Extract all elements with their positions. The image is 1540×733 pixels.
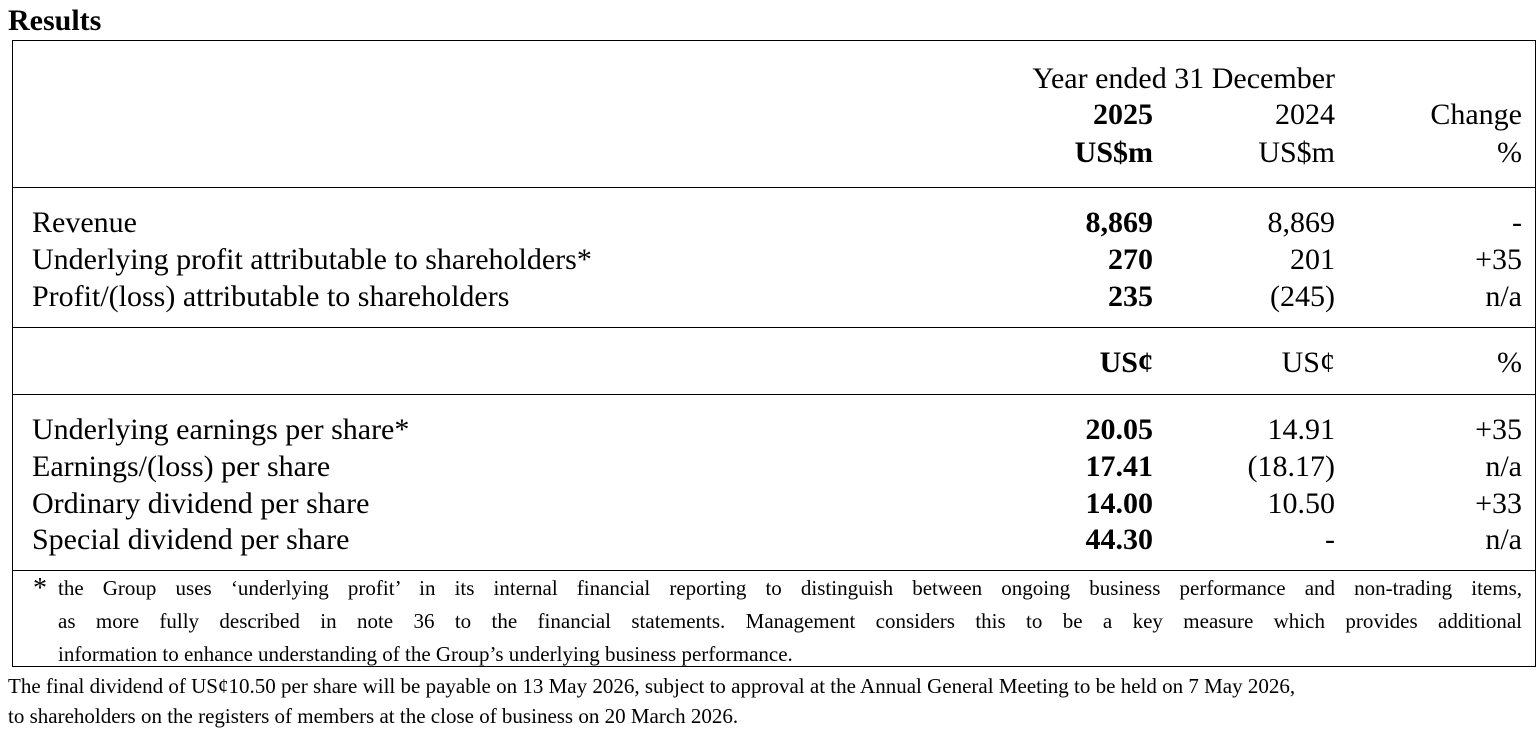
- value-2024: (18.17): [1247, 450, 1335, 483]
- divider: [12, 570, 1536, 571]
- value-2024: (245): [1270, 280, 1335, 313]
- row-label: Ordinary dividend per share: [32, 487, 370, 520]
- value-2024: 14.91: [1267, 413, 1336, 446]
- dividend-note-line: to shareholders on the registers of memb…: [8, 704, 739, 728]
- value-change: +33: [1475, 487, 1522, 520]
- unit-2025: US$m: [1074, 136, 1153, 169]
- value-change: n/a: [1485, 450, 1522, 483]
- value-2025: 14.00: [1085, 487, 1154, 520]
- results-table: [12, 40, 1536, 667]
- value-2025: 235: [1108, 280, 1153, 313]
- row-label: Underlying profit attributable to shareh…: [32, 243, 592, 276]
- unit-change: %: [1497, 136, 1522, 169]
- divider: [12, 187, 1536, 188]
- section-title: Results: [8, 4, 102, 37]
- row-label: Revenue: [32, 206, 137, 239]
- period-heading: Year ended 31 December: [1032, 62, 1335, 95]
- divider: [12, 394, 1536, 395]
- value-change: -: [1512, 206, 1522, 239]
- col-header-2024: 2024: [1275, 98, 1335, 131]
- col-header-2025: 2025: [1093, 98, 1153, 131]
- dividend-note-line: The final dividend of US¢10.50 per share…: [8, 674, 1296, 698]
- value-change: n/a: [1485, 280, 1522, 313]
- value-2025: 44.30: [1085, 523, 1154, 556]
- divider: [12, 327, 1536, 328]
- unit-2025-cents: US¢: [1099, 346, 1153, 379]
- value-2024: 201: [1290, 243, 1335, 276]
- unit-2024: US$m: [1258, 136, 1335, 169]
- unit-change-percent: %: [1497, 346, 1522, 379]
- row-label: Special dividend per share: [32, 523, 350, 556]
- row-label: Earnings/(loss) per share: [32, 450, 331, 483]
- value-2024: 8,869: [1267, 206, 1336, 239]
- value-2024: -: [1325, 523, 1335, 556]
- value-change: +35: [1475, 413, 1522, 446]
- row-label: Profit/(loss) attributable to shareholde…: [32, 280, 510, 313]
- unit-2024-cents: US¢: [1281, 346, 1335, 379]
- row-label: Underlying earnings per share*: [32, 413, 410, 446]
- footnote-line: as more fully described in note 36 to th…: [58, 609, 1522, 633]
- footnote-line: the Group uses ‘underlying profit’ in it…: [58, 576, 1522, 600]
- value-change: +35: [1475, 243, 1522, 276]
- value-2025: 17.41: [1085, 450, 1154, 483]
- value-2025: 20.05: [1085, 413, 1154, 446]
- col-header-change: Change: [1430, 98, 1522, 131]
- value-2025: 270: [1108, 243, 1153, 276]
- footnote-line: information to enhance understanding of …: [58, 642, 793, 666]
- value-change: n/a: [1485, 523, 1522, 556]
- footnote-marker: *: [33, 573, 47, 604]
- value-2024: 10.50: [1267, 487, 1336, 520]
- value-2025: 8,869: [1085, 206, 1154, 239]
